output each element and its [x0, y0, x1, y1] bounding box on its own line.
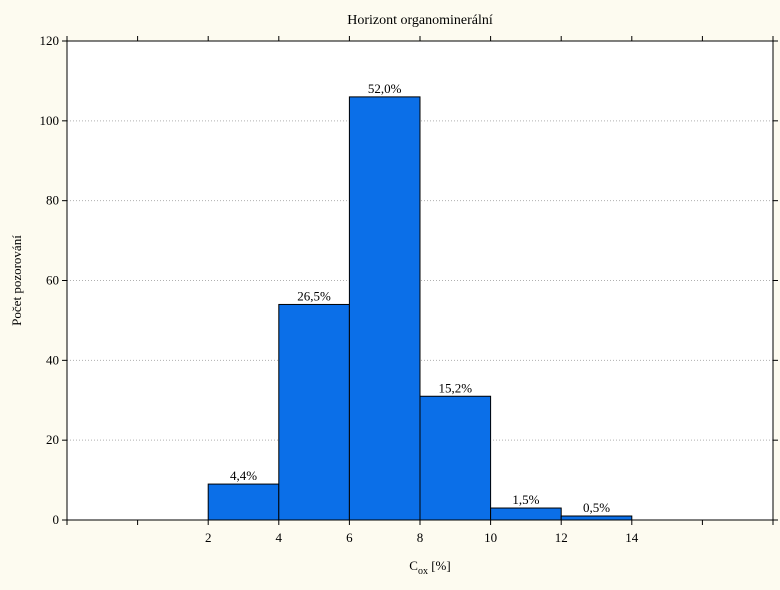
- bar-percent-label: 1,5%: [512, 492, 539, 507]
- bar-percent-label: 4,4%: [230, 468, 257, 483]
- x-tick-label: 2: [205, 530, 212, 545]
- histogram-bar: [207, 483, 280, 521]
- y-tick-label: 40: [46, 352, 59, 367]
- x-tick-label: 8: [417, 530, 424, 545]
- histogram-bar: [560, 515, 633, 521]
- bars: [207, 96, 633, 521]
- data-labels: 4,4% 26,5% 52,0% 15,2% 1,5% 0,5%: [230, 81, 610, 515]
- histogram-bar: [348, 96, 421, 521]
- histogram-bar: [490, 507, 562, 521]
- y-axis-label: Počet pozorování: [9, 235, 24, 326]
- y-tick-label: 120: [40, 33, 60, 48]
- x-axis-label-main: C: [409, 558, 418, 573]
- x-axis-label-sub: ox: [418, 566, 428, 577]
- y-tick-label: 100: [40, 113, 60, 128]
- histogram-bar: [278, 303, 350, 521]
- x-tick-label: 10: [484, 530, 497, 545]
- y-tick-label: 80: [46, 193, 59, 208]
- x-tick-label: 6: [346, 530, 353, 545]
- histogram-bar: [419, 395, 492, 521]
- y-tick-label: 60: [46, 273, 59, 288]
- x-tick-label: 12: [555, 530, 568, 545]
- x-axis-label-suffix: [%]: [428, 558, 451, 573]
- x-tick-label: 4: [276, 530, 283, 545]
- bar-percent-label: 52,0%: [368, 81, 402, 96]
- x-axis-label: Cox [%]: [409, 558, 450, 577]
- y-tick-label: 0: [53, 512, 60, 527]
- x-tick-label: 14: [625, 530, 639, 545]
- y-tick-label: 20: [46, 432, 59, 447]
- chart-title: Horizont organominerální: [347, 13, 493, 28]
- axes: 0 20 40 60 80 100 120 2 4 6 8 10 12 14: [40, 33, 778, 545]
- bar-percent-label: 15,2%: [439, 380, 473, 395]
- bar-percent-label: 26,5%: [297, 288, 331, 303]
- gridlines: [67, 120, 773, 441]
- bar-percent-label: 0,5%: [583, 500, 610, 515]
